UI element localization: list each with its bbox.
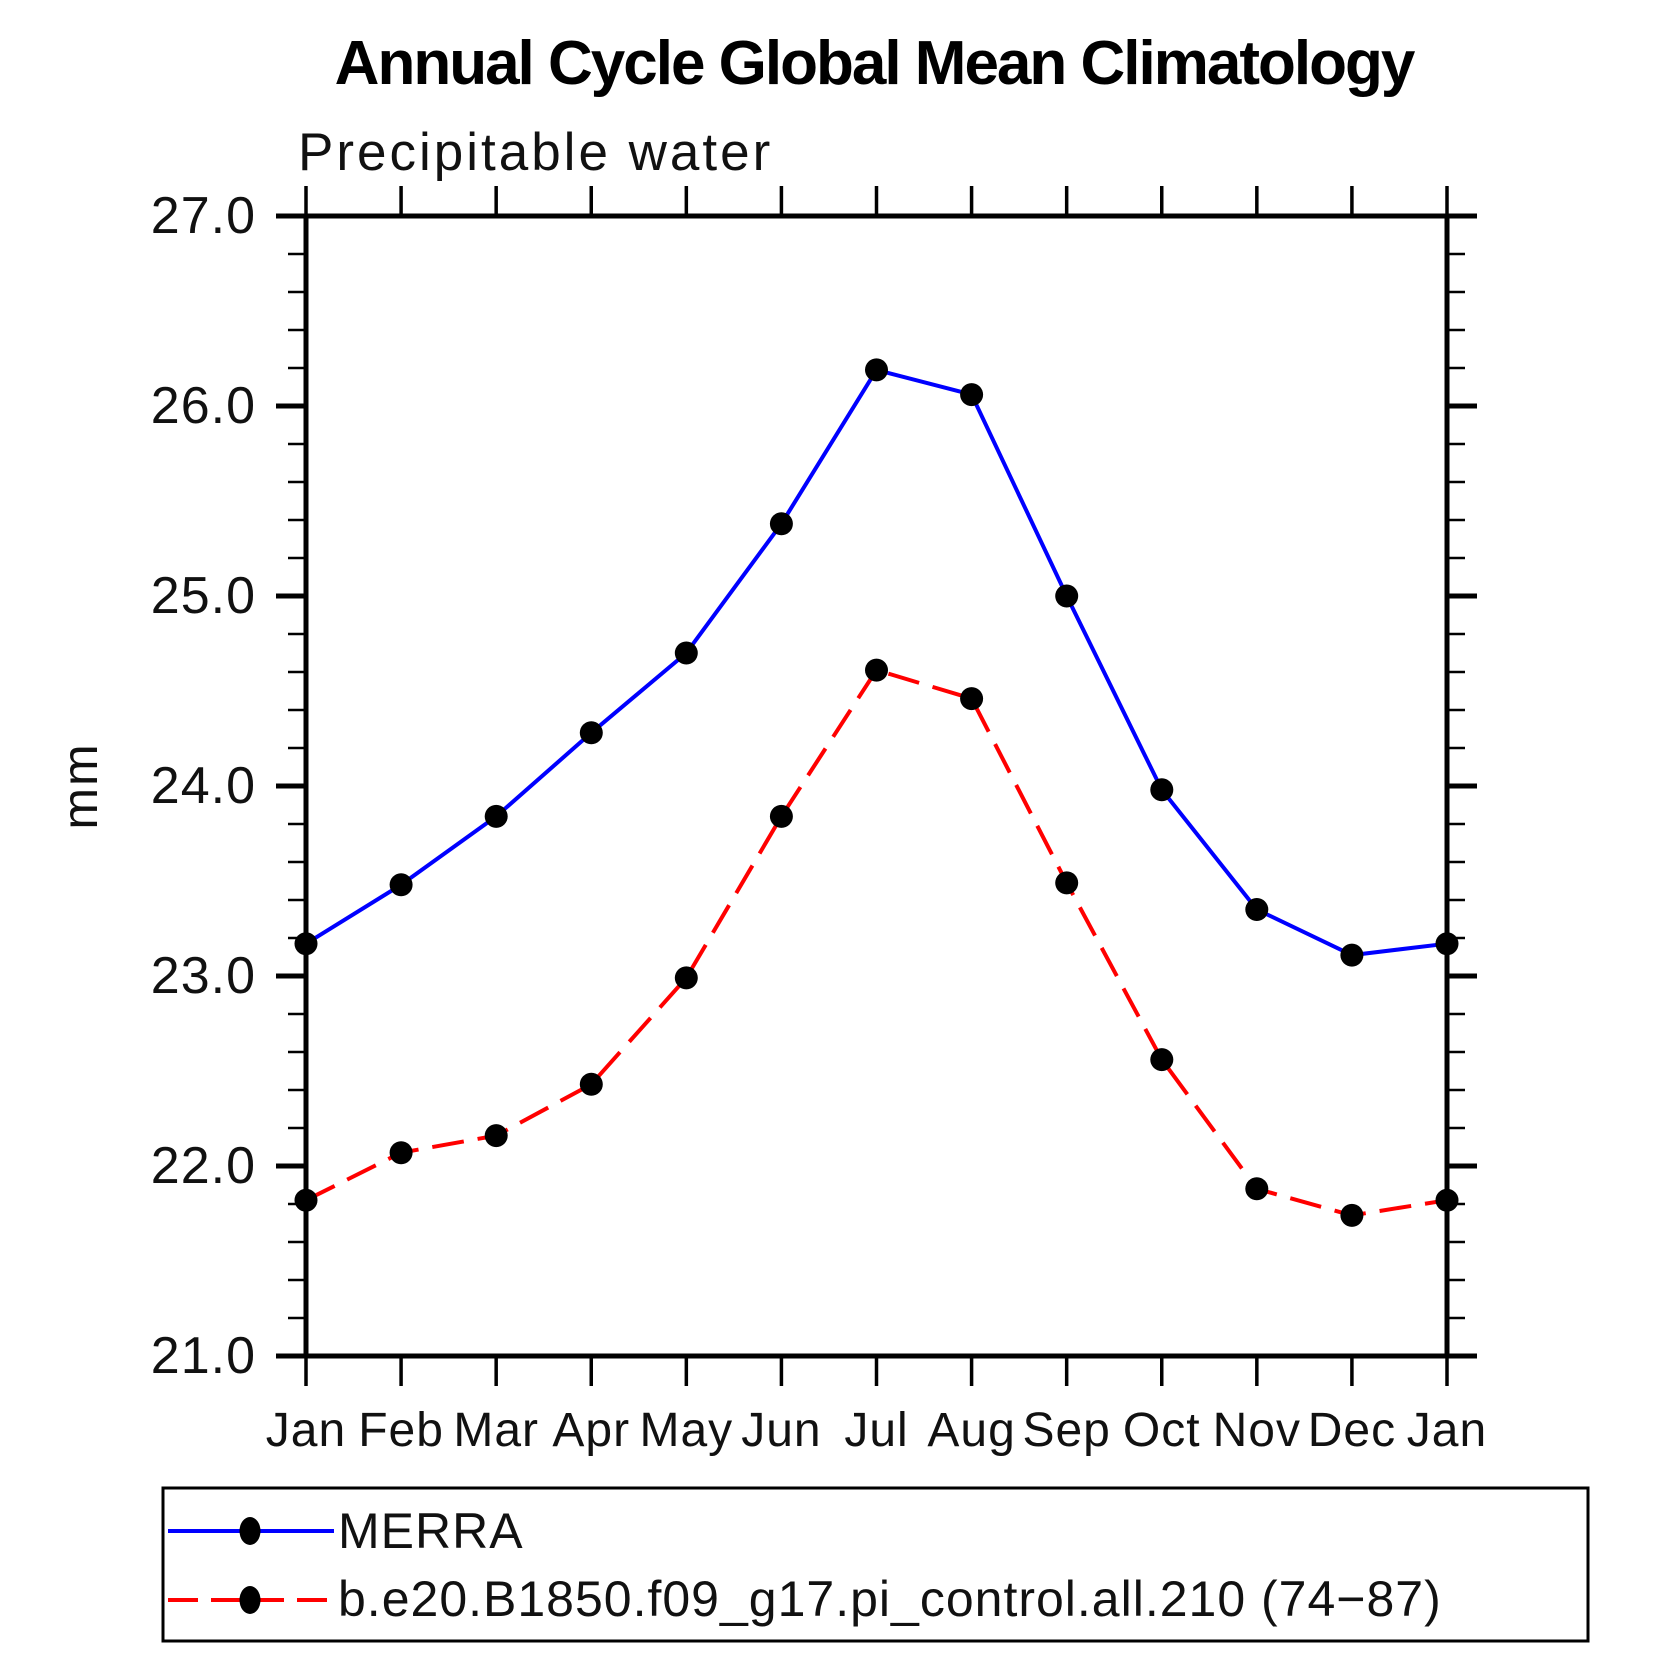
y-tick-label: 27.0 — [151, 187, 256, 245]
y-tick-labels: 21.0 22.0 23.0 24.0 25.0 26.0 27.0 — [151, 187, 256, 1385]
x-tick-label: Oct — [1123, 1404, 1201, 1457]
chart-subtitle: Precipitable water — [298, 123, 773, 182]
data-point-marker — [865, 658, 888, 682]
data-point-marker — [1055, 584, 1079, 608]
plot-frame — [303, 213, 1450, 1359]
data-point-marker — [865, 358, 888, 382]
legend-marker-circle-icon — [239, 1586, 261, 1614]
y-tick-label: 26.0 — [151, 377, 256, 435]
y-tick-label: 22.0 — [151, 1137, 256, 1195]
data-point-marker — [769, 512, 793, 536]
data-point-marker — [1245, 898, 1269, 921]
x-tick-label: Feb — [358, 1404, 444, 1457]
data-point-marker — [1340, 1203, 1364, 1227]
data-point-marker — [484, 804, 508, 828]
series-line — [305, 668, 1448, 1218]
x-tick-label: Apr — [552, 1404, 630, 1457]
legend: MERRA b.e20.B1850.f09_g17.pi_control.all… — [161, 1486, 1590, 1643]
legend-entry-model: b.e20.B1850.f09_g17.pi_control.all.210 (… — [168, 1571, 1442, 1627]
x-tick-labels: Jan Feb Mar Apr May Jun Jul Aug Sep Oct Nov Dec Jan — [266, 1404, 1487, 1457]
series-model — [294, 658, 1459, 1227]
x-tick-label: May — [639, 1404, 733, 1457]
data-point-marker — [1055, 871, 1079, 895]
data-point-marker — [1340, 943, 1364, 967]
x-tick-label: Jun — [741, 1404, 821, 1457]
data-point-marker — [579, 721, 603, 745]
x-tick-label: Sep — [1022, 1404, 1110, 1457]
data-point-marker — [389, 1141, 413, 1165]
x-tick-label: Dec — [1308, 1404, 1396, 1457]
data-point-marker — [389, 873, 413, 897]
data-point-marker — [1150, 778, 1174, 802]
y-tick-label: 23.0 — [151, 947, 256, 1005]
legend-label-model: b.e20.B1850.f09_g17.pi_control.all.210 (… — [338, 1571, 1442, 1627]
y-tick-label: 21.0 — [151, 1327, 256, 1385]
legend-marker-circle-icon — [239, 1517, 261, 1545]
legend-label-merra: MERRA — [338, 1503, 524, 1559]
legend-box — [161, 1486, 1590, 1643]
data-point-marker — [960, 687, 984, 711]
data-point-marker — [294, 932, 318, 956]
x-tick-label: Jul — [844, 1404, 908, 1457]
legend-entry-merra: MERRA — [168, 1503, 524, 1559]
y-axis-label: mm — [52, 742, 108, 829]
data-point-marker — [484, 1124, 508, 1148]
data-point-marker — [1435, 932, 1459, 956]
data-point-marker — [674, 641, 698, 665]
x-tick-label: Aug — [927, 1404, 1015, 1457]
x-tick-label: Jan — [1407, 1404, 1487, 1457]
x-tick-label: Mar — [453, 1404, 539, 1457]
chart-title: Annual Cycle Global Mean Climatology — [335, 29, 1416, 98]
x-tick-label: Jan — [266, 1404, 346, 1457]
data-point-marker — [1245, 1177, 1269, 1201]
data-point-marker — [1435, 1188, 1459, 1212]
data-point-marker — [294, 1188, 318, 1212]
y-tick-label: 25.0 — [151, 567, 256, 625]
y-tick-label: 24.0 — [151, 757, 256, 815]
data-point-marker — [579, 1072, 603, 1096]
data-point-marker — [769, 804, 793, 828]
data-point-marker — [960, 383, 984, 407]
data-point-marker — [674, 966, 698, 990]
data-series — [294, 358, 1459, 1227]
series-merra — [294, 358, 1459, 967]
x-tick-label: Nov — [1213, 1404, 1301, 1457]
data-point-marker — [1150, 1048, 1174, 1072]
